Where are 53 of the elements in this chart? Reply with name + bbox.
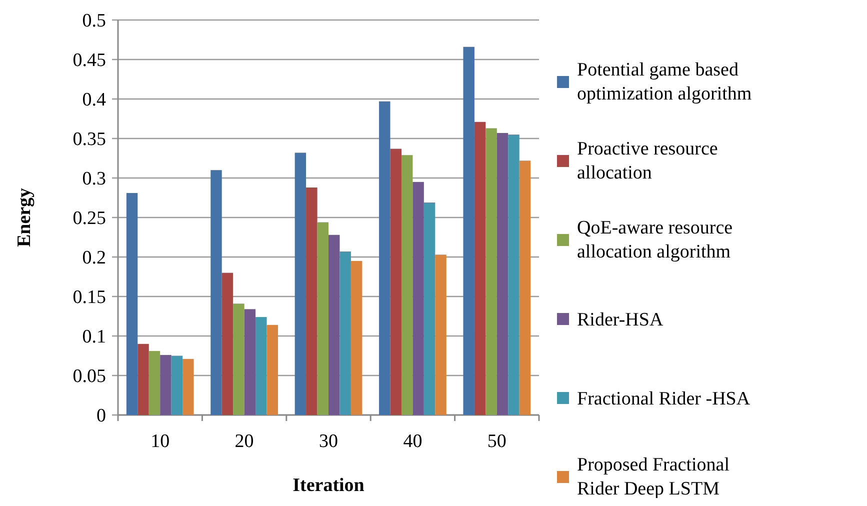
x-tick-label: 20 [234,431,254,452]
bar [317,222,328,415]
bar [233,304,244,415]
bar [182,358,194,415]
bar [266,324,278,415]
legend-label: Potential game based optimization algorithm [577,60,752,104]
legend-label: Fractional Rider -HSA [577,388,750,410]
y-axis-title: Energy [14,187,35,248]
bar [244,309,256,415]
bar [486,128,497,415]
x-tick-label: 30 [319,431,338,452]
bar [412,182,424,415]
legend-label: QoE-aware resource allocation algorithm [577,218,733,262]
bar [160,354,172,415]
x-tick-label: 40 [403,431,422,452]
bar [126,193,138,415]
bar [379,101,390,415]
bar [519,160,531,415]
bar [138,344,149,415]
bar [390,148,402,415]
bar [294,152,306,415]
bar [463,46,474,415]
y-tick-label: 0.15 [72,287,106,308]
y-tick-label: 0 [96,406,106,427]
bar [328,234,340,415]
y-tick-label: 0.1 [82,326,106,348]
bar [256,317,267,415]
x-axis-title: Iteration [292,475,365,496]
bar [474,122,486,415]
bar [340,251,351,415]
y-tick-label: 0.4 [82,90,106,111]
bar [210,170,222,415]
bar [496,132,508,415]
bar [222,272,234,415]
bar [306,187,318,415]
y-tick-label: 0.5 [82,10,106,32]
bar [350,260,362,415]
x-tick-label: 50 [487,431,506,452]
y-tick-label: 0.05 [72,366,106,388]
bar [435,254,446,415]
bar [148,351,160,415]
bar [424,202,436,415]
bar [508,134,520,415]
legend-label: Proactive resource allocation [577,138,718,184]
y-tick-label: 0.2 [82,248,106,269]
y-tick-label: 0.35 [72,129,106,150]
bar [171,356,183,415]
y-tick-label: 0.3 [82,168,106,190]
bar [401,155,413,415]
y-tick-label: 0.25 [72,208,106,230]
x-tick-label: 10 [150,431,170,452]
y-tick-label: 0.45 [72,50,106,72]
legend-label: Rider-HSA [577,310,664,331]
